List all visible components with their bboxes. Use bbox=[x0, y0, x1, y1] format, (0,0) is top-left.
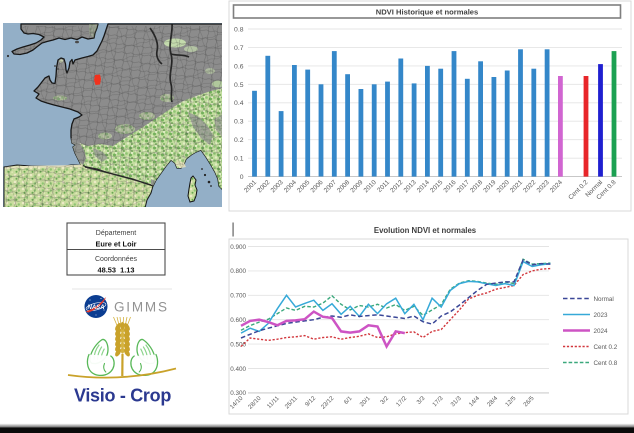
svg-text:NASA: NASA bbox=[87, 305, 104, 311]
svg-text:Evolution NDVI et normales: Evolution NDVI et normales bbox=[374, 226, 477, 235]
svg-text:0.4: 0.4 bbox=[234, 100, 244, 107]
svg-text:0.3: 0.3 bbox=[234, 119, 244, 126]
svg-text:Coordonnées: Coordonnées bbox=[95, 256, 138, 263]
svg-text:0: 0 bbox=[240, 174, 244, 181]
svg-text:0.400: 0.400 bbox=[230, 366, 246, 373]
svg-text:GIMMS: GIMMS bbox=[114, 300, 169, 315]
svg-text:2024: 2024 bbox=[594, 328, 609, 335]
svg-text:0.600: 0.600 bbox=[230, 317, 246, 324]
svg-text:0.8: 0.8 bbox=[234, 26, 244, 33]
svg-text:Département: Département bbox=[96, 230, 137, 237]
svg-text:0.2: 0.2 bbox=[234, 137, 244, 144]
svg-text:Cent 0.8: Cent 0.8 bbox=[594, 360, 618, 367]
svg-text:0.900: 0.900 bbox=[230, 244, 246, 251]
svg-text:Eure et Loir: Eure et Loir bbox=[95, 240, 136, 249]
svg-text:NDVI Historique et normales: NDVI Historique et normales bbox=[376, 8, 479, 17]
svg-text:3/3: 3/3 bbox=[415, 395, 426, 406]
svg-text:0.800: 0.800 bbox=[230, 268, 246, 275]
svg-text:Cent 0.2: Cent 0.2 bbox=[594, 344, 618, 351]
svg-text:0.700: 0.700 bbox=[230, 293, 246, 300]
svg-text:0.1: 0.1 bbox=[234, 156, 244, 163]
svg-text:2023: 2023 bbox=[594, 312, 609, 319]
svg-text:6/1: 6/1 bbox=[343, 395, 354, 406]
svg-text:0.5: 0.5 bbox=[234, 82, 244, 89]
svg-text:48.53 1.13: 48.53 1.13 bbox=[98, 266, 135, 275]
svg-text:3/2: 3/2 bbox=[379, 395, 390, 406]
svg-text:0.7: 0.7 bbox=[234, 45, 244, 52]
svg-text:0.300: 0.300 bbox=[230, 390, 246, 397]
svg-text:0.6: 0.6 bbox=[234, 63, 244, 70]
svg-text:Normal: Normal bbox=[594, 296, 614, 303]
svg-text:Visio - Crop: Visio - Crop bbox=[74, 386, 171, 406]
svg-text:0.500: 0.500 bbox=[230, 341, 246, 348]
